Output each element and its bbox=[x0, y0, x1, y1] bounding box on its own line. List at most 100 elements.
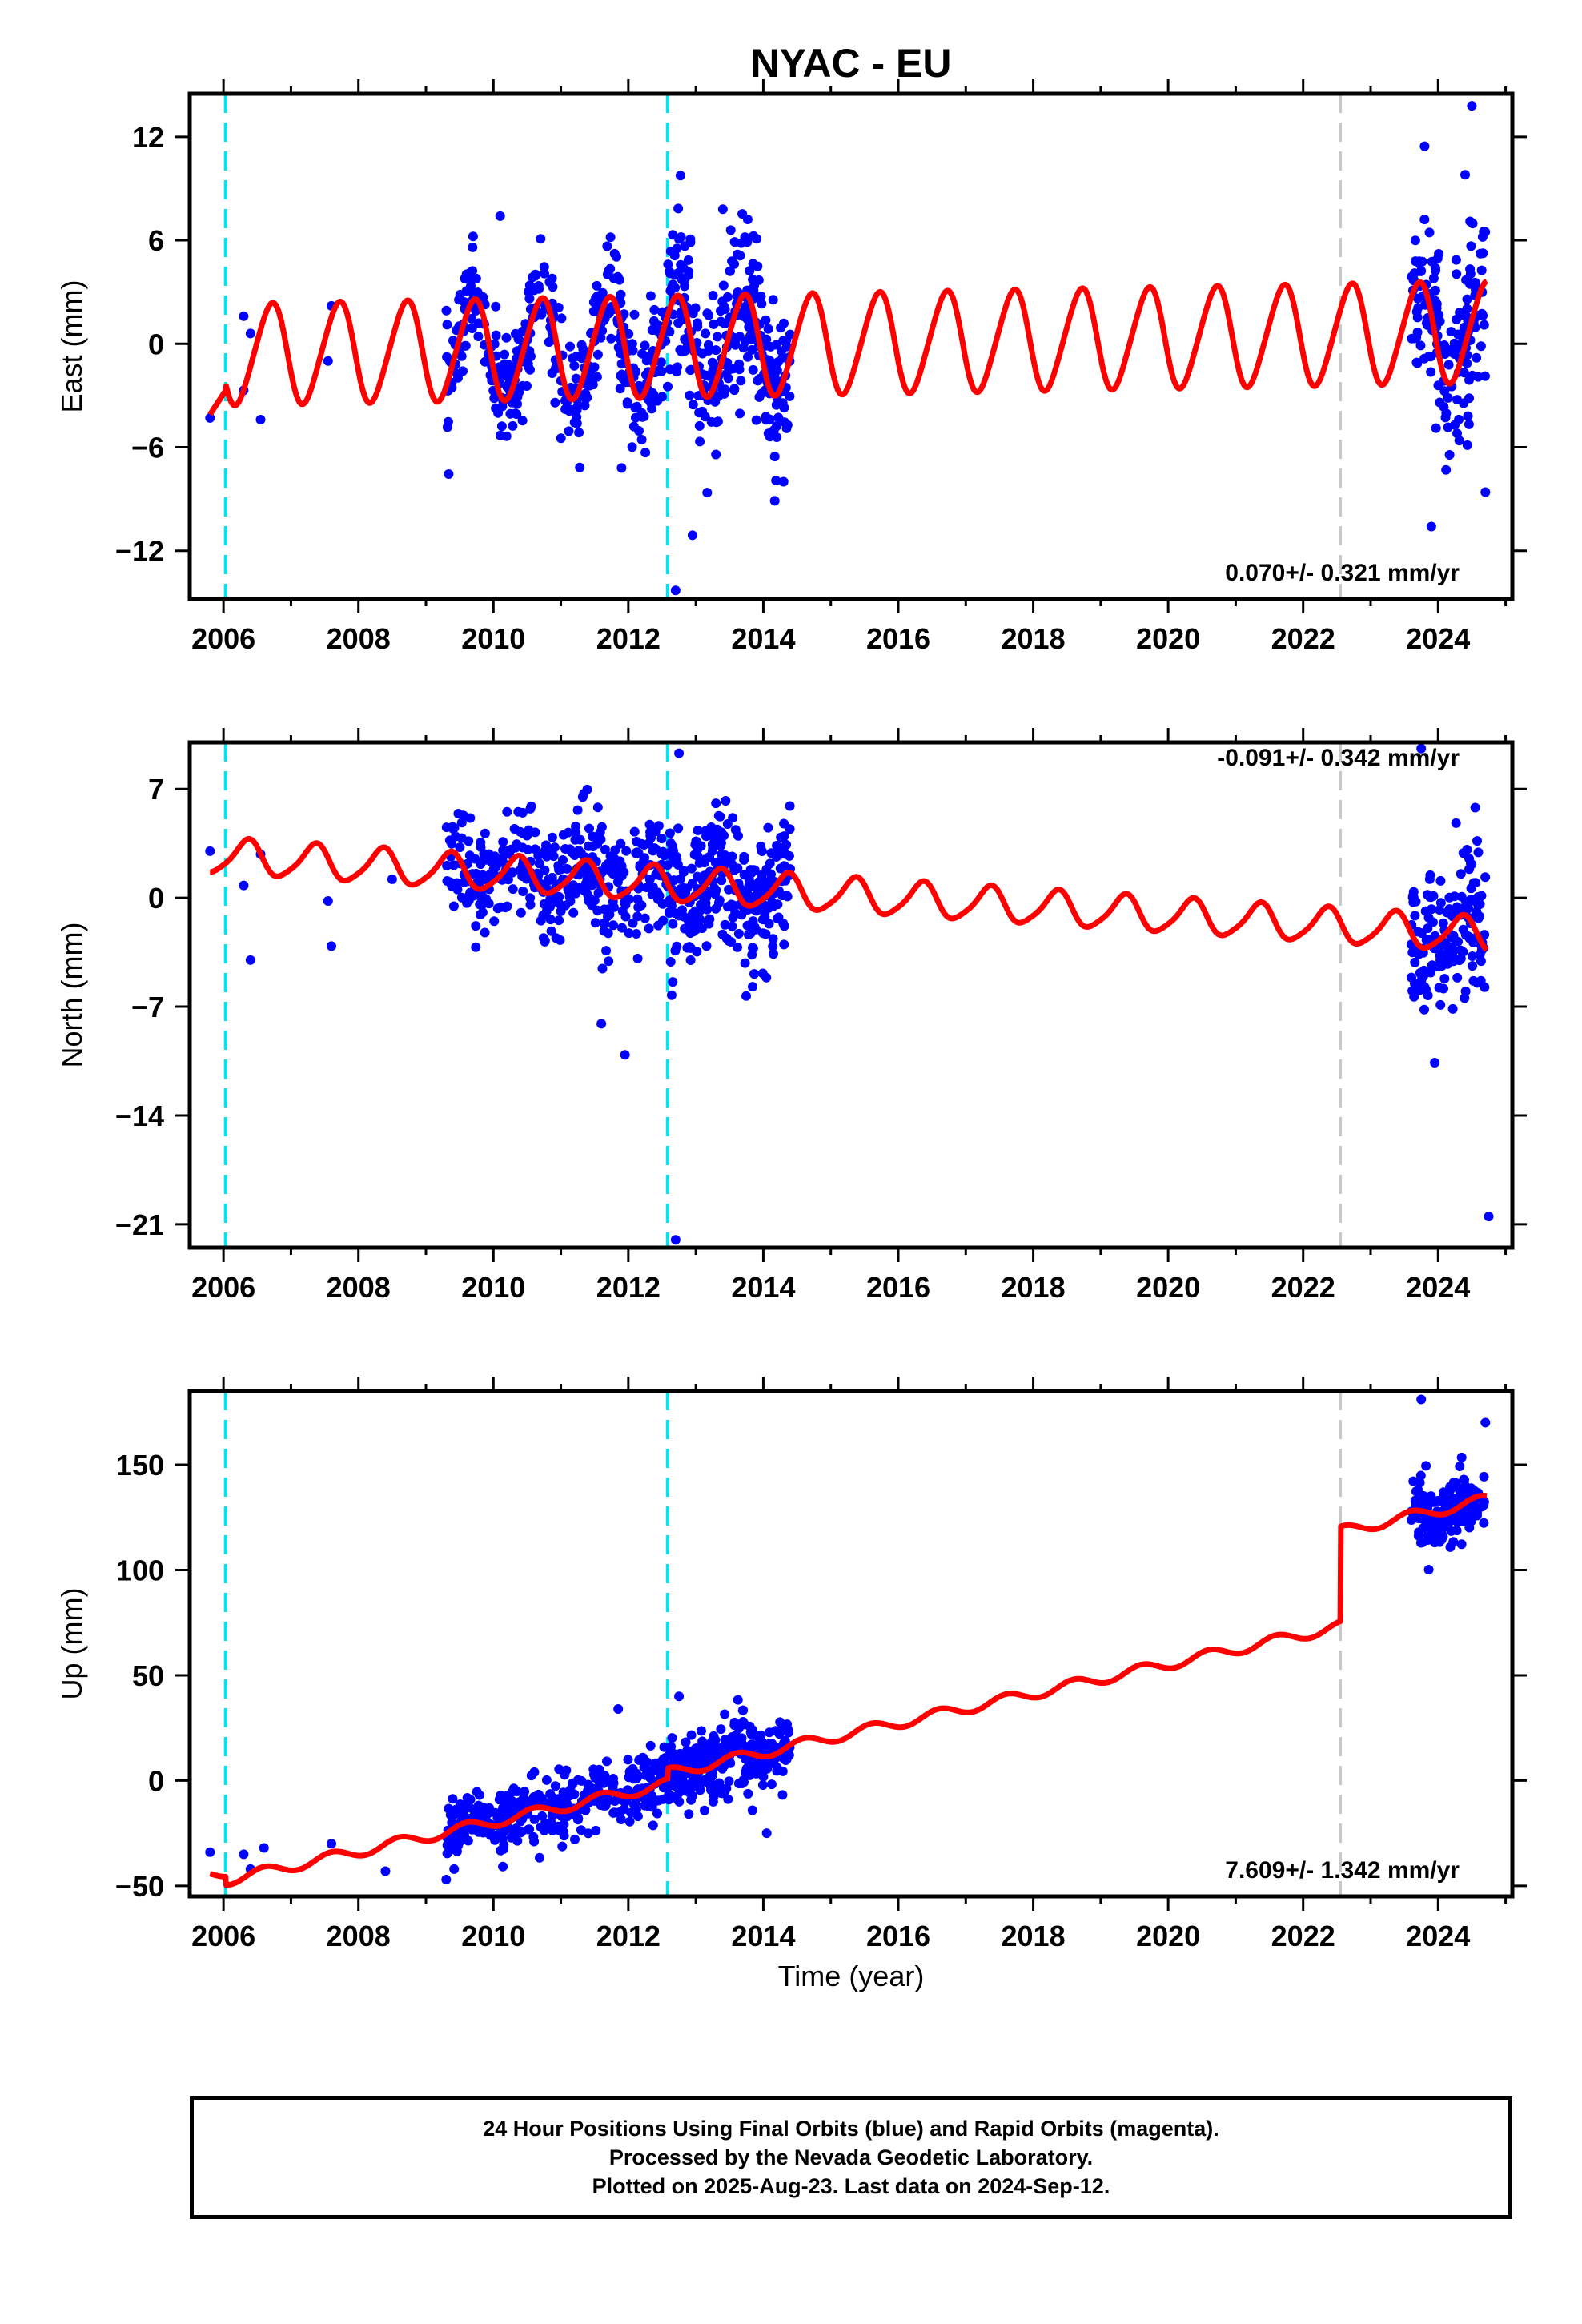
data-point bbox=[630, 1799, 640, 1809]
data-point bbox=[722, 292, 733, 302]
data-point bbox=[443, 416, 453, 427]
data-point bbox=[518, 887, 528, 896]
data-point bbox=[1472, 352, 1482, 363]
data-point bbox=[565, 896, 576, 907]
data-point bbox=[1447, 348, 1458, 358]
data-point bbox=[523, 361, 533, 372]
data-point bbox=[1433, 380, 1443, 391]
data-point bbox=[729, 384, 740, 394]
data-point bbox=[491, 330, 501, 340]
data-point bbox=[1473, 892, 1484, 902]
data-point bbox=[588, 831, 598, 842]
data-point bbox=[541, 840, 551, 850]
x-tick-label: 2012 bbox=[596, 1271, 661, 1304]
data-point bbox=[772, 841, 782, 850]
data-point bbox=[645, 1740, 656, 1751]
data-point bbox=[516, 1827, 526, 1838]
data-point bbox=[599, 926, 609, 936]
y-axis-title: North (mm) bbox=[55, 923, 88, 1068]
data-point bbox=[725, 1758, 736, 1768]
data-point bbox=[1408, 1476, 1419, 1486]
data-point bbox=[708, 291, 718, 300]
data-point bbox=[1458, 947, 1468, 957]
data-point bbox=[747, 344, 757, 355]
data-point bbox=[729, 865, 740, 875]
data-point bbox=[588, 1769, 599, 1779]
data-point bbox=[723, 902, 733, 912]
data-point bbox=[525, 899, 536, 910]
data-points bbox=[205, 101, 1491, 596]
data-point bbox=[460, 297, 469, 308]
x-tick-label: 2024 bbox=[1406, 1271, 1470, 1304]
data-point bbox=[782, 891, 793, 902]
data-point bbox=[480, 356, 490, 367]
y-tick-label: 12 bbox=[132, 121, 164, 154]
data-point bbox=[1413, 303, 1423, 313]
data-point bbox=[1459, 1517, 1469, 1527]
data-point bbox=[492, 903, 503, 914]
data-point bbox=[444, 469, 454, 479]
x-tick-label: 2020 bbox=[1136, 1920, 1200, 1952]
data-point bbox=[713, 1784, 724, 1795]
data-point bbox=[558, 855, 568, 865]
data-point bbox=[745, 865, 756, 875]
data-point bbox=[1426, 892, 1436, 903]
data-point bbox=[784, 850, 794, 861]
data-point bbox=[464, 850, 475, 861]
data-point bbox=[455, 842, 465, 853]
x-tick-label: 2006 bbox=[191, 1920, 255, 1952]
data-point bbox=[496, 421, 507, 432]
data-point bbox=[723, 1794, 733, 1804]
data-point bbox=[476, 842, 486, 852]
data-point bbox=[480, 828, 490, 838]
data-point bbox=[674, 748, 685, 758]
data-point bbox=[467, 323, 477, 333]
data-point bbox=[766, 1779, 777, 1790]
data-point bbox=[738, 343, 749, 353]
data-point bbox=[686, 863, 697, 874]
data-point bbox=[693, 871, 703, 882]
data-point bbox=[1473, 847, 1484, 858]
y-tick-label: −7 bbox=[131, 991, 164, 1023]
data-point bbox=[624, 328, 634, 339]
data-point bbox=[757, 1780, 768, 1790]
data-point bbox=[442, 861, 452, 870]
data-point bbox=[471, 942, 481, 952]
data-point bbox=[753, 376, 763, 386]
data-point bbox=[545, 915, 556, 925]
data-point bbox=[1456, 1539, 1467, 1550]
data-point bbox=[530, 271, 540, 281]
data-point bbox=[491, 301, 501, 312]
data-point bbox=[593, 887, 604, 898]
data-point bbox=[480, 851, 489, 862]
data-point bbox=[743, 1788, 753, 1799]
data-point bbox=[1427, 904, 1436, 915]
data-point bbox=[1410, 235, 1420, 246]
data-point bbox=[574, 428, 584, 438]
data-point bbox=[724, 1776, 734, 1787]
data-point bbox=[1423, 1514, 1433, 1524]
data-point bbox=[475, 899, 485, 910]
data-point bbox=[1430, 1057, 1440, 1068]
x-tick-label: 2016 bbox=[866, 622, 930, 655]
data-point bbox=[570, 834, 580, 845]
data-point bbox=[1476, 265, 1487, 275]
data-point bbox=[665, 828, 675, 838]
data-point bbox=[448, 822, 458, 832]
x-tick-label: 2010 bbox=[461, 1920, 525, 1952]
data-point bbox=[559, 1819, 569, 1830]
data-point bbox=[530, 844, 540, 854]
data-point bbox=[694, 420, 705, 431]
data-point bbox=[779, 318, 789, 328]
data-point bbox=[709, 1731, 719, 1741]
data-point bbox=[737, 209, 748, 219]
data-point bbox=[769, 496, 780, 506]
data-point bbox=[513, 806, 524, 817]
data-point bbox=[711, 903, 721, 914]
data-point bbox=[490, 1835, 500, 1845]
data-point bbox=[648, 882, 658, 892]
data-point bbox=[686, 1730, 697, 1740]
data-point bbox=[663, 381, 673, 392]
data-point bbox=[1415, 340, 1426, 351]
data-point bbox=[465, 267, 476, 278]
